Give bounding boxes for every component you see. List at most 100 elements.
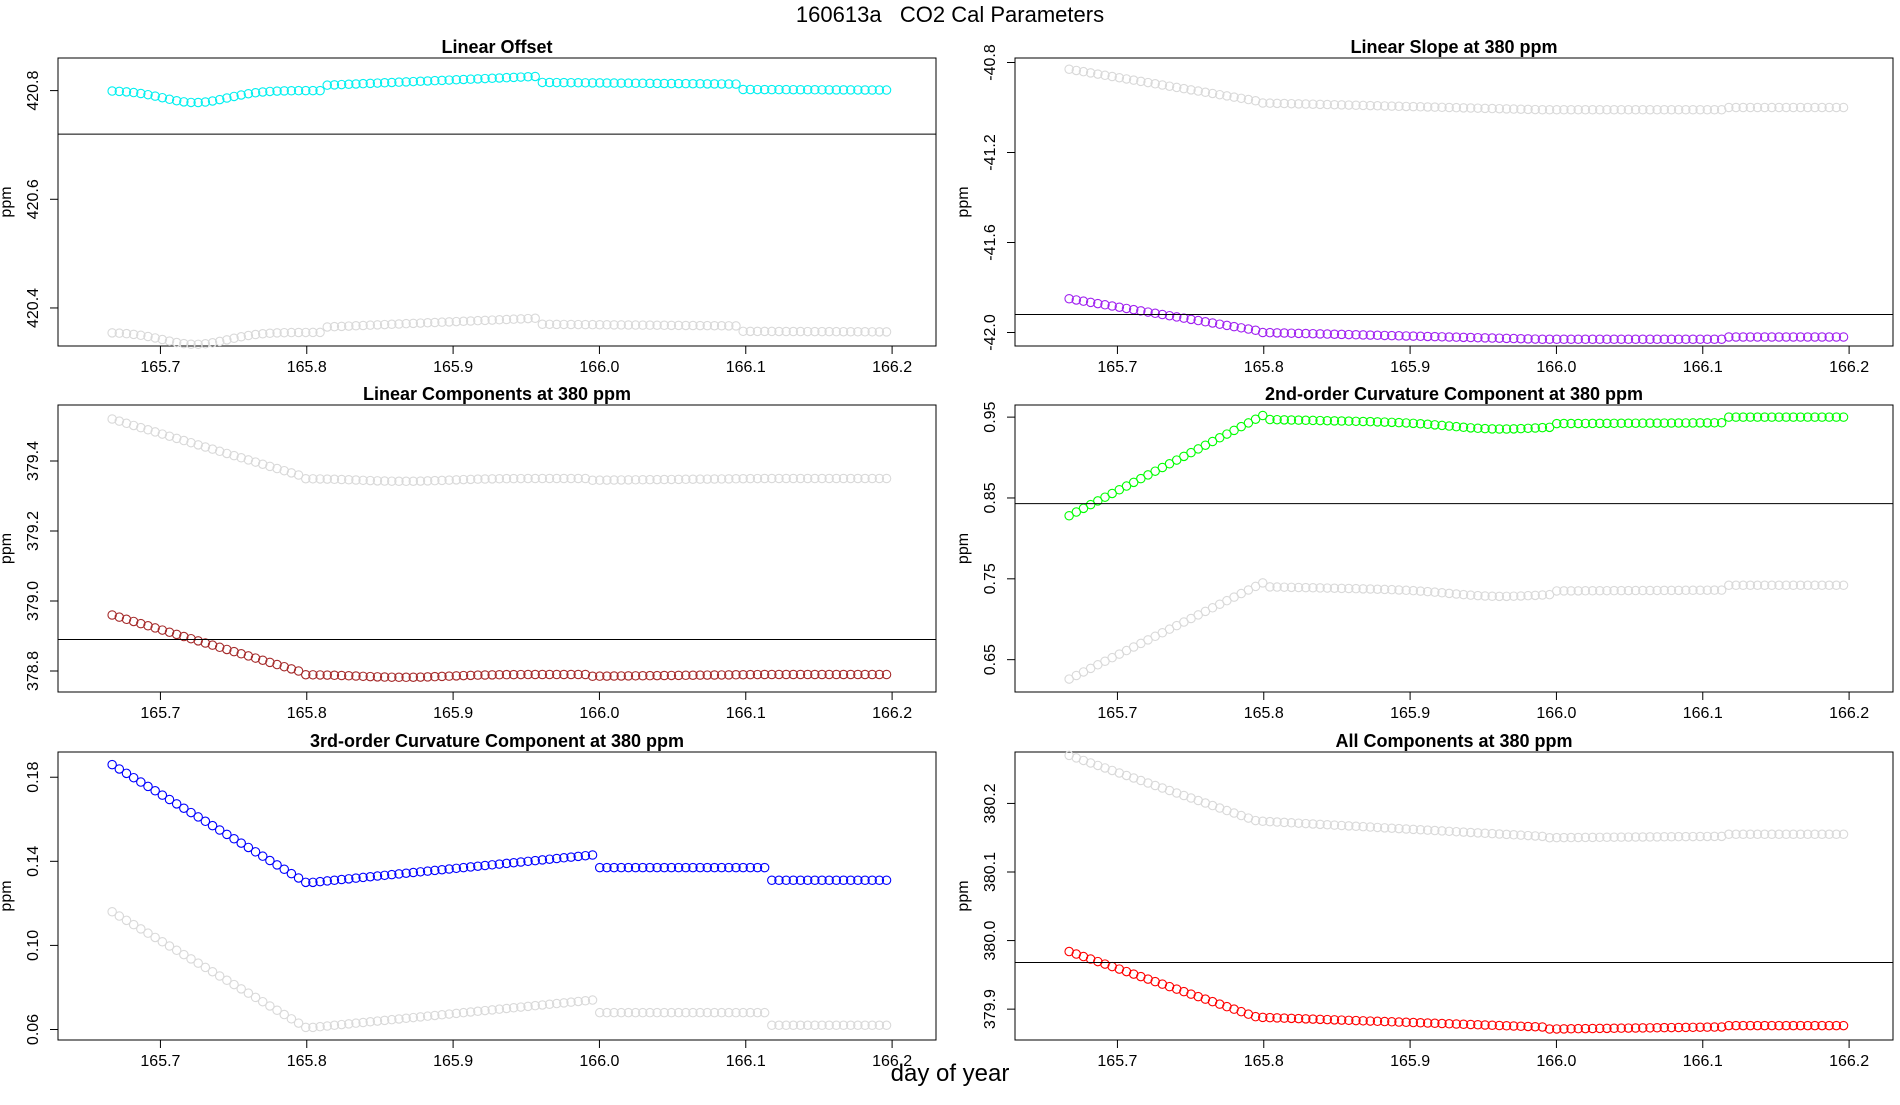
x-tick-label: 165.7	[1097, 1053, 1137, 1070]
data-point	[530, 71, 540, 82]
data-point	[1724, 580, 1734, 591]
data-point	[1379, 330, 1390, 341]
data-point	[1609, 1023, 1619, 1034]
x-tick-label: 165.8	[287, 1053, 327, 1070]
data-point	[1659, 585, 1670, 596]
data-point	[322, 322, 333, 332]
data-point	[272, 328, 282, 338]
data-point	[1272, 414, 1282, 425]
data-point	[329, 1020, 340, 1031]
data-point	[1795, 332, 1806, 342]
data-point	[752, 669, 763, 680]
data-point	[236, 649, 246, 659]
data-point	[1315, 329, 1325, 339]
data-point	[1738, 580, 1748, 591]
data-point	[128, 87, 139, 98]
data-point	[1759, 102, 1770, 113]
data-point	[286, 327, 297, 338]
data-point	[1523, 334, 1533, 344]
data-point	[1716, 334, 1727, 344]
data-point	[1688, 334, 1698, 344]
data-point	[128, 772, 139, 783]
x-tick-label: 166.2	[1829, 1053, 1869, 1070]
data-point	[265, 657, 275, 668]
data-point	[838, 1020, 849, 1031]
data-point	[508, 72, 519, 83]
data-point	[164, 431, 175, 441]
data-point	[630, 671, 641, 681]
data-point	[1752, 829, 1763, 840]
data-point	[1193, 86, 1203, 96]
data-point	[709, 670, 720, 680]
data-point	[1401, 101, 1411, 112]
data-point	[465, 862, 476, 872]
data-point	[1100, 70, 1110, 81]
data-point	[257, 87, 268, 97]
y-tick-label: 420.6	[25, 179, 42, 219]
data-point	[408, 672, 419, 682]
data-point	[817, 875, 827, 885]
data-point	[344, 874, 354, 884]
plot-frame	[57, 404, 937, 693]
data-point	[286, 1014, 297, 1024]
data-point	[716, 321, 727, 331]
data-point	[1078, 66, 1089, 77]
data-point	[394, 319, 404, 329]
data-point	[200, 339, 211, 349]
y-axis-label: ppm	[955, 880, 972, 911]
data-point	[1802, 580, 1813, 591]
data-point	[1774, 580, 1784, 591]
data-point	[688, 1007, 698, 1018]
data-point	[1767, 102, 1777, 113]
data-point	[207, 640, 218, 650]
data-point	[551, 998, 562, 1009]
data-point	[358, 671, 368, 682]
data-point	[1587, 586, 1598, 596]
data-point	[602, 1007, 612, 1018]
data-point	[1229, 425, 1239, 436]
data-point	[222, 644, 232, 655]
data-point	[179, 803, 189, 813]
data-point	[602, 475, 612, 485]
data-point	[1207, 88, 1218, 99]
data-point	[222, 93, 232, 103]
data-point	[1473, 332, 1483, 343]
data-point	[1573, 334, 1583, 344]
data-point	[1523, 590, 1533, 601]
data-point	[1659, 1022, 1670, 1033]
data-point	[1630, 585, 1641, 596]
data-point	[394, 672, 404, 683]
data-point	[143, 89, 153, 100]
data-point	[637, 1007, 648, 1018]
data-point	[1121, 481, 1132, 491]
data-point	[422, 1011, 433, 1021]
data-point	[207, 444, 218, 454]
data-point	[1587, 1023, 1598, 1034]
data-point	[659, 320, 670, 331]
data-point	[408, 476, 419, 486]
data-point	[1372, 417, 1383, 427]
data-point	[1164, 310, 1175, 321]
data-point	[659, 1007, 670, 1018]
data-point	[136, 777, 146, 787]
data-point	[1709, 334, 1720, 344]
data-point	[767, 1020, 777, 1031]
data-point	[1659, 105, 1670, 115]
data-point	[1824, 1020, 1834, 1031]
data-point	[1759, 580, 1770, 591]
data-point	[1681, 585, 1691, 596]
data-point	[559, 319, 569, 330]
data-point	[516, 72, 526, 82]
data-point	[1630, 105, 1641, 115]
data-point	[860, 669, 870, 680]
data-point	[566, 669, 576, 680]
data-point	[559, 853, 569, 863]
data-point	[1810, 829, 1820, 840]
data-point	[702, 862, 713, 873]
x-tick-label: 166.1	[1683, 359, 1723, 376]
data-point	[1458, 332, 1469, 343]
data-point	[1530, 1021, 1540, 1032]
data-point	[1365, 584, 1376, 594]
data-point	[551, 473, 562, 484]
data-point	[351, 475, 361, 485]
